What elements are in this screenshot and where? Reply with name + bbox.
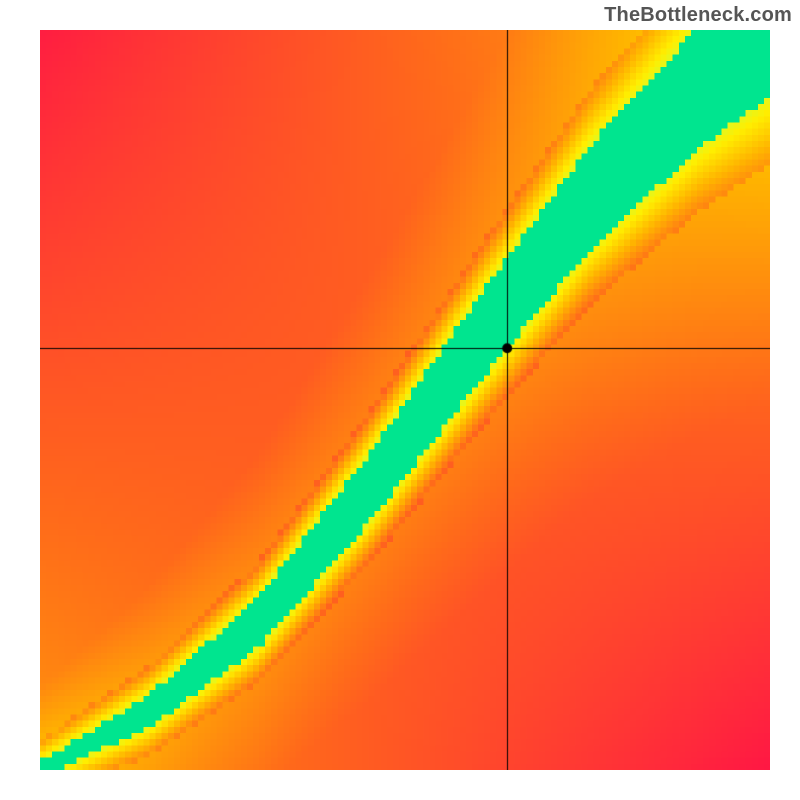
bottleneck-heatmap [40,30,770,770]
brand-watermark: TheBottleneck.com [604,4,792,27]
